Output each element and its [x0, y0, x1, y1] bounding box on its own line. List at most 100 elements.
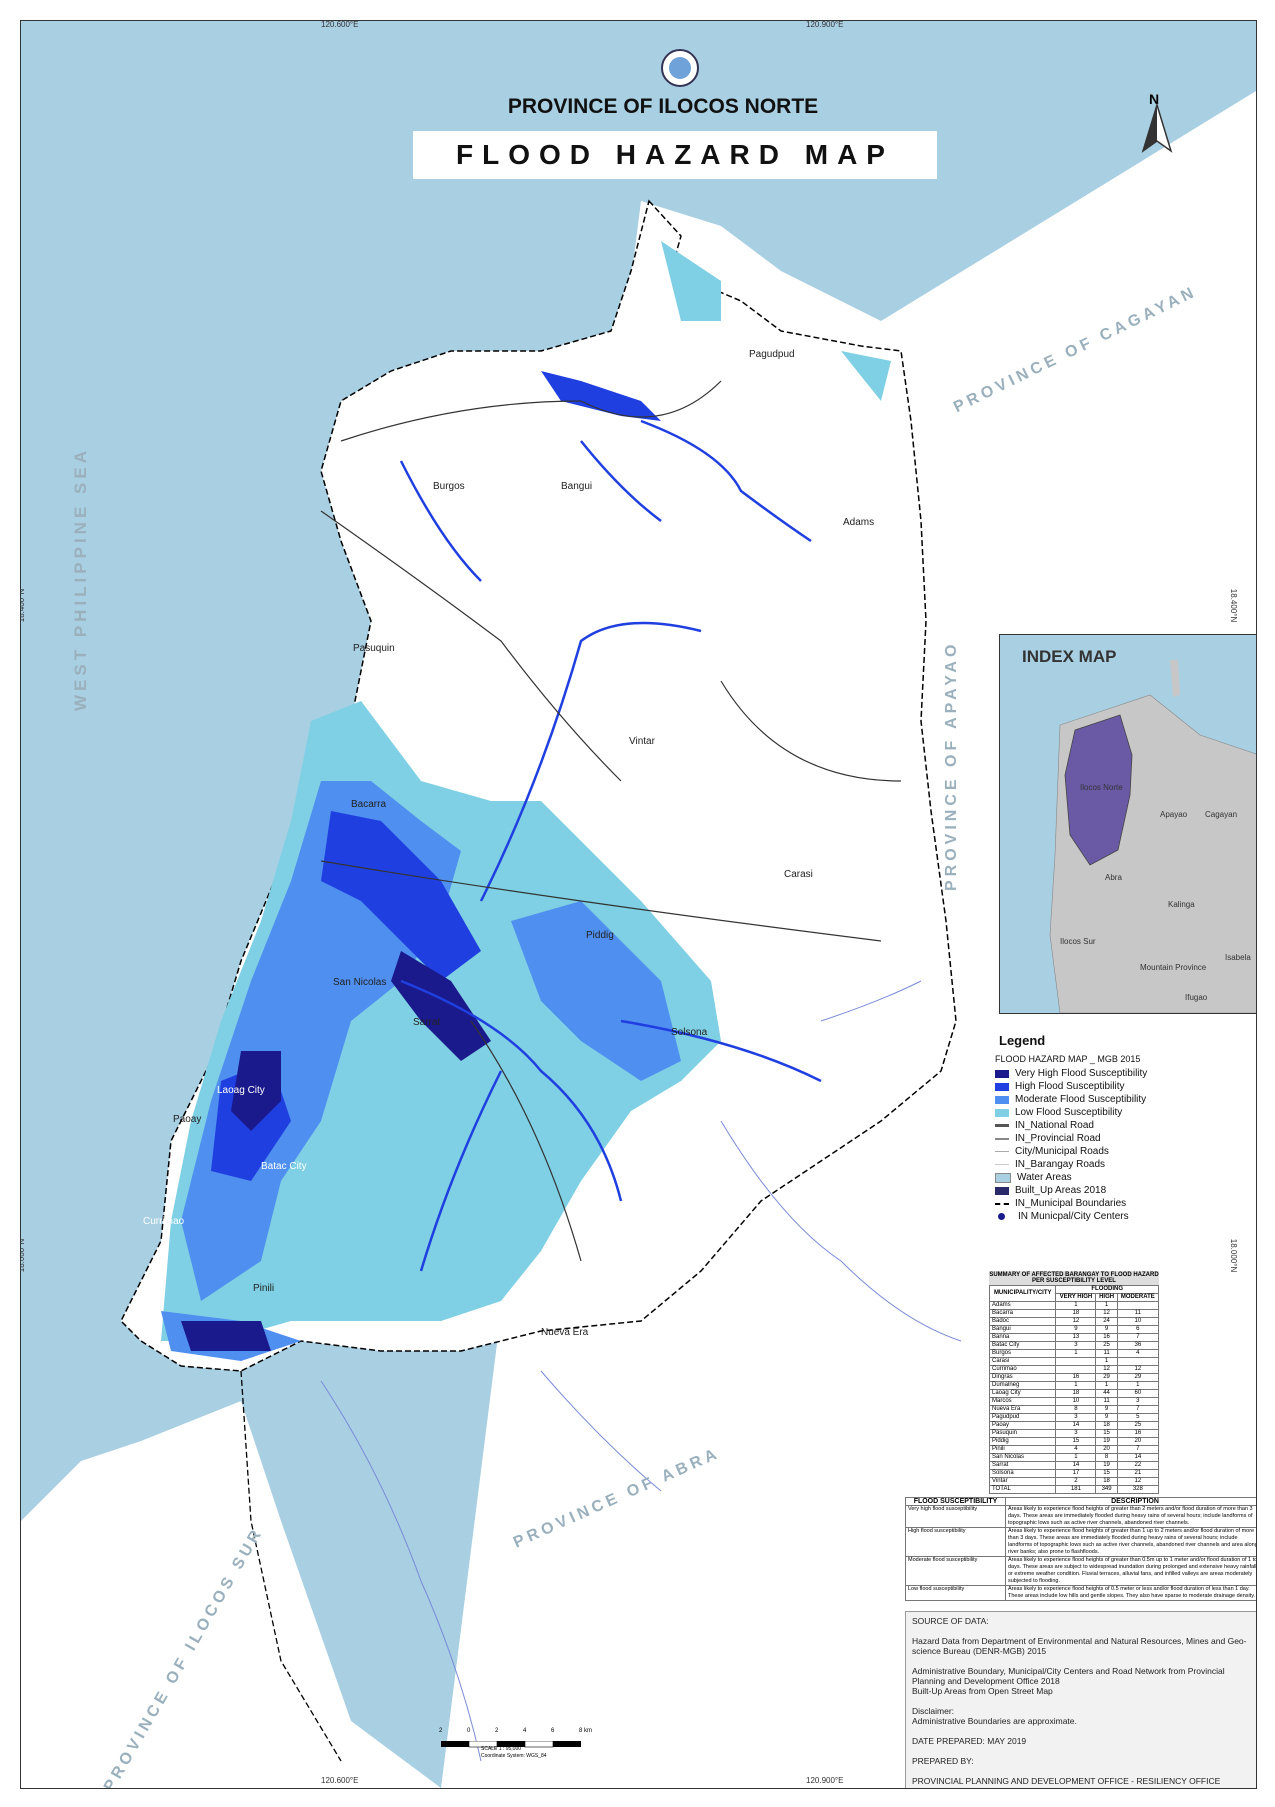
scale-caption: SCALE 1 : 95,000 — [481, 1746, 522, 1752]
legend-item: IN_Municipal Boundaries — [995, 1197, 1256, 1210]
date-prepared: DATE PREPARED: MAY 2019 — [912, 1736, 1027, 1746]
table-row: Dumalneg 1 1 1 — [988, 1381, 1160, 1390]
summary-count: 181 — [1055, 1485, 1097, 1494]
river — [399, 460, 482, 582]
summary-count: 22 — [1116, 1461, 1160, 1470]
disclaimer-label: Disclaimer: — [912, 1706, 955, 1716]
summary-col-flooding: FLOODING — [1055, 1285, 1159, 1294]
label-paoay: Paoay — [173, 1114, 202, 1125]
summary-municipality: Currimao — [988, 1365, 1057, 1374]
ilocos-sur-boundary — [240, 1370, 342, 1762]
label-carasi: Carasi — [784, 869, 813, 880]
provincial-seal-icon — [661, 49, 699, 87]
table-row: High flood susceptibility Areas likely to… — [905, 1527, 1256, 1557]
summary-municipality: Dingras — [988, 1373, 1057, 1382]
summary-count: 10 — [1116, 1317, 1160, 1326]
summary-count: 11 — [1095, 1349, 1118, 1358]
summary-count: 12 — [1055, 1317, 1097, 1326]
summary-municipality: Banna — [988, 1333, 1057, 1342]
label-province-apayao: PROVINCE OF APAYAO — [943, 640, 960, 891]
disclaimer-text: Administrative Boundaries are approximat… — [912, 1716, 1077, 1726]
low-flood-zone-north — [661, 241, 721, 321]
table-row: Pinili 4 20 7 — [988, 1445, 1160, 1454]
label-solsona: Solsona — [671, 1027, 708, 1038]
summary-count: 3 — [1055, 1413, 1097, 1422]
summary-count: 44 — [1095, 1389, 1118, 1398]
road — [470, 1020, 582, 1262]
summary-count: 21 — [1116, 1469, 1160, 1478]
summary-count: 14 — [1116, 1453, 1160, 1462]
summary-table: SUMMARY OF AFFECTED BARANGAY TO FLOOD HA… — [988, 1271, 1160, 1494]
summary-count: 14 — [1055, 1421, 1097, 1430]
very-high-flood-zone-south — [181, 1321, 271, 1351]
river — [640, 419, 812, 543]
stream-network — [320, 980, 962, 1762]
stream — [320, 1380, 482, 1762]
table-row: Banna 13 16 7 — [988, 1333, 1160, 1342]
label-batac-city: Batac City — [261, 1161, 307, 1172]
summary-count: 17 — [1055, 1469, 1097, 1478]
summary-municipality: Adams — [988, 1301, 1057, 1310]
summary-count: 1 — [1055, 1301, 1097, 1310]
label-pinili: Pinili — [253, 1283, 275, 1294]
summary-count: 11 — [1095, 1397, 1118, 1406]
legend-swatch — [995, 1172, 1011, 1183]
table-row: Batac City 3 25 36 — [988, 1341, 1160, 1350]
summary-municipality: Badoc — [988, 1317, 1057, 1326]
road-network — [320, 380, 902, 1262]
scale-tick: 0 — [467, 1728, 471, 1734]
legend-swatch — [995, 1108, 1009, 1117]
summary-count: 20 — [1116, 1437, 1160, 1446]
scale-crs: Coordinate System: WGS_84 — [481, 1753, 547, 1759]
legend-item: Moderate Flood Susceptibility — [995, 1093, 1256, 1106]
label-piddig: Piddig — [586, 930, 614, 941]
table-row: TOTAL 181 349 328 — [988, 1485, 1160, 1494]
summary-count: 7 — [1116, 1445, 1160, 1454]
summary-count: 18 — [1055, 1389, 1097, 1398]
summary-count: 16 — [1116, 1429, 1160, 1438]
susceptibility-description: Areas likely to experience flood heights… — [1005, 1527, 1256, 1557]
summary-count: 29 — [1095, 1373, 1118, 1382]
susceptibility-level: Low flood susceptibility — [905, 1585, 1006, 1601]
coord-top-right: 120.900°E — [806, 20, 844, 29]
sea-north — [881, 21, 1256, 321]
summary-count: 349 — [1095, 1485, 1118, 1494]
summary-count: 16 — [1095, 1333, 1118, 1342]
stream — [720, 1120, 962, 1342]
summary-count: 6 — [1116, 1325, 1160, 1334]
summary-municipality: Pinili — [988, 1445, 1057, 1454]
road — [720, 680, 902, 782]
legend: Legend FLOOD HAZARD MAP _ MGB 2015 Very … — [989, 1033, 1256, 1223]
susceptibility-col-description: DESCRIPTION — [1005, 1497, 1256, 1506]
summary-col-very-high: VERY HIGH — [1055, 1293, 1097, 1302]
table-row: Solsona 17 15 21 — [988, 1469, 1160, 1478]
label-pasuquin: Pasuquin — [353, 643, 395, 654]
summary-municipality: Sarrat — [988, 1461, 1057, 1470]
legend-item-label: Low Flood Susceptibility — [1015, 1107, 1123, 1118]
moderate-flood-zone-east — [511, 901, 681, 1081]
table-row: Vintar 2 18 12 — [988, 1477, 1160, 1486]
label-bangui: Bangui — [561, 481, 593, 492]
road — [320, 510, 622, 782]
table-row: Paoay 14 18 25 — [988, 1421, 1160, 1430]
table-row: Moderate flood susceptibility Areas likel… — [905, 1556, 1256, 1586]
legend-swatch — [995, 1095, 1009, 1104]
summary-count: 3 — [1116, 1397, 1160, 1406]
summary-count: 18 — [1055, 1309, 1097, 1318]
summary-municipality: Dumalneg — [988, 1381, 1057, 1390]
index-label-isabela: Isabela — [1225, 953, 1251, 962]
summary-count: 11 — [1116, 1309, 1160, 1318]
index-label-ifugao: Ifugao — [1185, 993, 1208, 1002]
stream — [540, 1370, 662, 1492]
summary-municipality: Laoag City — [988, 1389, 1057, 1398]
legend-item-label: IN_Municipal Boundaries — [1015, 1198, 1127, 1209]
summary-count: 8 — [1095, 1453, 1118, 1462]
legend-item-label: City/Municipal Roads — [1015, 1146, 1109, 1157]
legend-swatch — [995, 1151, 1009, 1152]
summary-municipality: Paoay — [988, 1421, 1057, 1430]
summary-count — [1116, 1357, 1160, 1366]
summary-count: 15 — [1095, 1469, 1118, 1478]
legend-swatch — [995, 1069, 1009, 1078]
index-label-mountain-province: Mountain Province — [1140, 963, 1207, 972]
coord-top-left: 120.600°E — [321, 20, 359, 29]
